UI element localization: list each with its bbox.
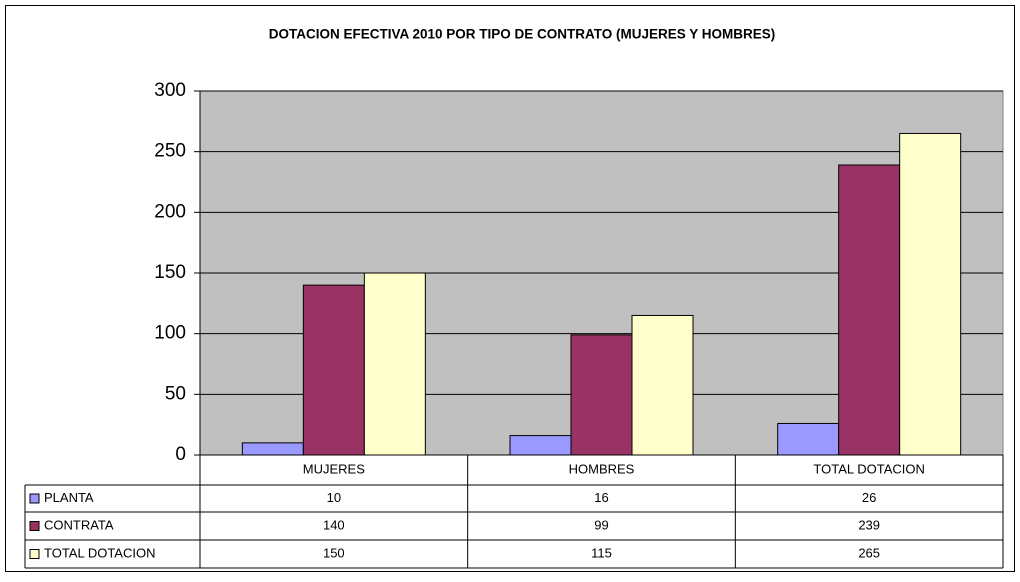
y-tick-label: 0: [175, 444, 186, 465]
bar: [777, 422, 840, 456]
table-value: 115: [591, 545, 612, 560]
table-value: 140: [323, 517, 345, 532]
bar: [363, 272, 426, 456]
table-value: 239: [858, 517, 880, 532]
y-tick-label: 300: [154, 80, 186, 101]
bar: [631, 314, 694, 456]
table-value: 26: [862, 490, 876, 505]
x-tick-label: MUJERES: [303, 461, 365, 476]
chart-title: DOTACION EFECTIVA 2010 POR TIPO DE CONTR…: [269, 27, 776, 42]
table-value: 99: [594, 517, 608, 532]
bar: [570, 334, 633, 456]
y-tick-label: 100: [154, 323, 186, 344]
table-value: 150: [323, 545, 345, 560]
legend-label: PLANTA: [44, 490, 94, 505]
bar: [838, 164, 901, 456]
table-value: 10: [327, 490, 341, 505]
y-tick-label: 200: [154, 201, 186, 222]
y-tick-label: 250: [154, 141, 186, 162]
table-value: 16: [594, 490, 608, 505]
bar: [241, 442, 304, 456]
x-tick-label: HOMBRES: [569, 461, 635, 476]
legend-swatch: [29, 493, 40, 504]
bar: [509, 435, 572, 456]
x-tick-label: TOTAL DOTACION: [813, 461, 924, 476]
table-value: 265: [858, 545, 880, 560]
legend-label: CONTRATA: [44, 517, 114, 532]
bar: [302, 284, 365, 456]
legend-swatch: [29, 549, 40, 559]
legend-swatch: [29, 521, 40, 531]
y-tick-label: 150: [154, 262, 186, 283]
bar: [899, 132, 962, 456]
y-tick-label: 50: [165, 383, 186, 404]
legend-label: TOTAL DOTACION: [44, 545, 155, 560]
